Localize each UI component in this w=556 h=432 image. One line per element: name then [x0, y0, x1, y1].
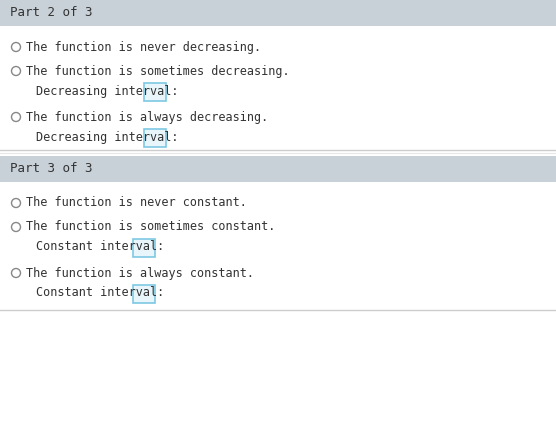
- Text: Decreasing interval:: Decreasing interval:: [36, 85, 178, 98]
- Circle shape: [12, 198, 21, 207]
- Text: Constant interval:: Constant interval:: [36, 241, 164, 254]
- Circle shape: [12, 269, 21, 277]
- Circle shape: [12, 42, 21, 51]
- FancyBboxPatch shape: [133, 285, 155, 303]
- Text: Part 2 of 3: Part 2 of 3: [10, 6, 92, 19]
- FancyBboxPatch shape: [144, 83, 166, 101]
- Text: Decreasing interval:: Decreasing interval:: [36, 130, 178, 143]
- Circle shape: [12, 222, 21, 232]
- Text: The function is always constant.: The function is always constant.: [26, 267, 254, 280]
- Circle shape: [12, 67, 21, 76]
- Text: Constant interval:: Constant interval:: [36, 286, 164, 299]
- Text: The function is never constant.: The function is never constant.: [26, 197, 247, 210]
- FancyBboxPatch shape: [144, 129, 166, 147]
- Circle shape: [12, 112, 21, 121]
- Text: Part 3 of 3: Part 3 of 3: [10, 162, 92, 175]
- FancyBboxPatch shape: [0, 156, 556, 182]
- Text: The function is sometimes constant.: The function is sometimes constant.: [26, 220, 275, 234]
- Text: The function is always decreasing.: The function is always decreasing.: [26, 111, 268, 124]
- FancyBboxPatch shape: [133, 239, 155, 257]
- Text: The function is never decreasing.: The function is never decreasing.: [26, 41, 261, 54]
- Text: The function is sometimes decreasing.: The function is sometimes decreasing.: [26, 64, 290, 77]
- FancyBboxPatch shape: [0, 0, 556, 26]
